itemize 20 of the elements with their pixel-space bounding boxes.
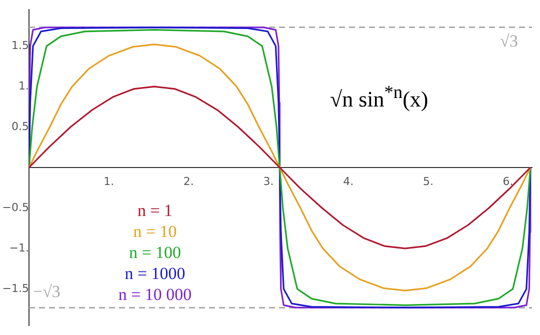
y-tick-label: −1.: [9, 241, 29, 254]
text: n = 10 000: [117, 284, 193, 305]
ref-line-label: √3: [500, 32, 518, 51]
y-tick-label: 1.: [18, 79, 29, 92]
x-tick-label: 1.: [104, 174, 114, 188]
x-tick-label: 4.: [343, 174, 354, 188]
x-tick-label: 6.: [502, 174, 514, 188]
x-tick-label: 5.: [422, 174, 434, 188]
text: n = 1: [136, 200, 174, 221]
y-tick-label: −0.5: [2, 200, 29, 214]
x-tick-label: 2.: [183, 174, 194, 188]
text: √n sin$^{*n}$(x): [330, 82, 428, 112]
text: n = 10: [132, 221, 178, 242]
text: n = 1000: [124, 263, 186, 284]
ref-line-label: −√3: [33, 282, 60, 302]
y-tick-label: 0.5: [12, 120, 29, 133]
x-tick-label: 3.: [263, 174, 274, 188]
text: n = 100: [128, 242, 182, 263]
y-tick-label: 1.5: [12, 38, 29, 52]
y-tick-label: −1.5: [2, 282, 29, 295]
